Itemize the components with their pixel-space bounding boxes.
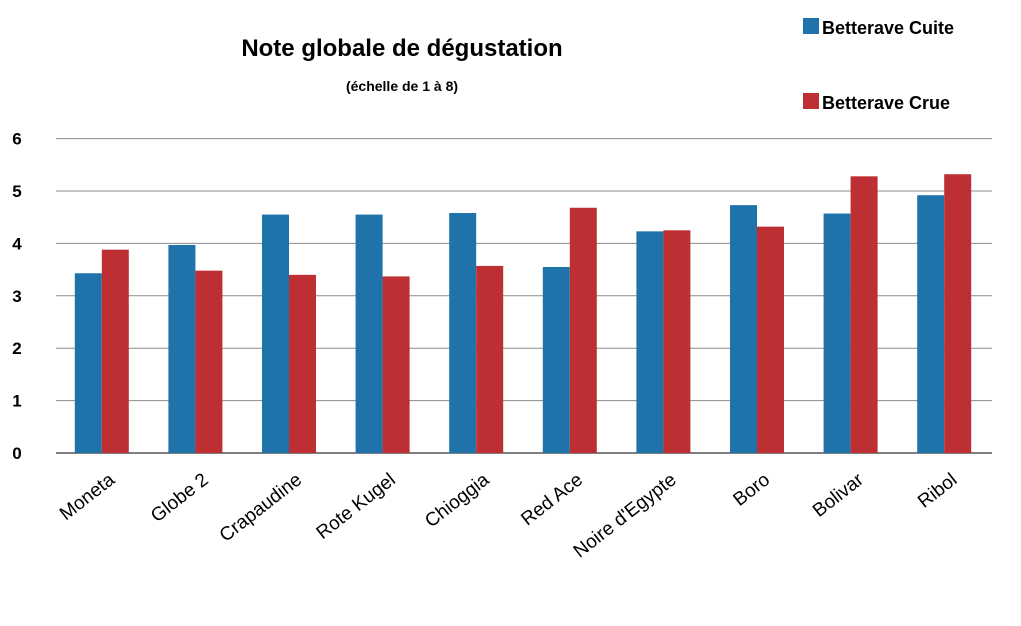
y-tick-label: 5 bbox=[12, 182, 21, 201]
bar-crue bbox=[850, 176, 878, 453]
bar-cuite bbox=[74, 273, 102, 453]
x-tick-label: Moneta bbox=[56, 469, 119, 525]
bar-crue bbox=[569, 207, 597, 453]
x-tick-label: Rote Kugel bbox=[313, 469, 400, 543]
bar-cuite bbox=[262, 214, 289, 453]
bar-cuite bbox=[917, 195, 945, 453]
chart-title: Note globale de dégustation bbox=[241, 35, 562, 62]
bar-cuite bbox=[542, 266, 570, 453]
bar-crue bbox=[663, 230, 691, 453]
x-tick-label: Boro bbox=[730, 469, 775, 510]
legend-swatch bbox=[803, 93, 819, 109]
x-axis: Moneta Globe 2 Crapaudine Rote Kugel Chioggi… bbox=[56, 469, 961, 562]
bar-crue bbox=[476, 265, 504, 453]
legend-label: Betterave Cuite bbox=[822, 18, 954, 38]
bar-cuite bbox=[730, 205, 757, 453]
y-tick-label: 4 bbox=[12, 234, 22, 253]
y-axis: 0 1 2 3 4 5 6 bbox=[12, 130, 22, 463]
bar-crue bbox=[289, 274, 316, 453]
x-tick-label: Noire d'Egypte bbox=[570, 469, 681, 562]
legend: Betterave Cuite Betterave Crue bbox=[803, 18, 954, 113]
legend-label: Betterave Crue bbox=[822, 93, 950, 113]
x-tick-label: Ribol bbox=[914, 469, 961, 512]
x-tick-label: Chioggia bbox=[421, 469, 493, 532]
x-tick-label: Globe 2 bbox=[147, 469, 212, 527]
bar-crue bbox=[382, 276, 410, 453]
y-tick-label: 6 bbox=[12, 130, 21, 149]
bar-crue bbox=[195, 270, 223, 453]
y-tick-label: 1 bbox=[12, 392, 21, 411]
x-tick-label: Crapaudine bbox=[216, 469, 306, 546]
bars bbox=[74, 174, 972, 453]
x-tick-label: Red Ace bbox=[517, 469, 587, 530]
bar-cuite bbox=[355, 214, 383, 453]
legend-swatch bbox=[803, 18, 819, 34]
bar-crue bbox=[101, 249, 129, 453]
bar-cuite bbox=[823, 213, 851, 453]
y-tick-label: 0 bbox=[12, 444, 21, 463]
bar-cuite bbox=[449, 213, 477, 453]
bar-cuite bbox=[636, 231, 664, 453]
bar-cuite bbox=[168, 244, 196, 453]
y-tick-label: 2 bbox=[12, 339, 21, 358]
chart-subtitle: (échelle de 1 à 8) bbox=[346, 78, 458, 94]
y-tick-label: 3 bbox=[12, 287, 21, 306]
bar-crue bbox=[944, 174, 972, 453]
x-tick-label: Bolivar bbox=[809, 469, 868, 522]
bar-crue bbox=[757, 226, 784, 453]
